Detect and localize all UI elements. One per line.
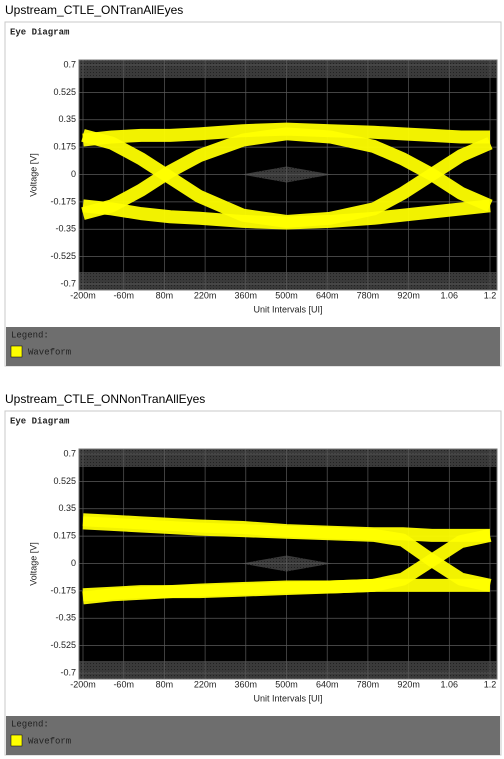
x-tick-label: 920m	[397, 290, 420, 300]
x-tick-label: 80m	[156, 679, 174, 689]
y-tick-label: -0.175	[50, 585, 76, 595]
caption: Upstream_CTLE_ONNonTranAllEyes	[5, 392, 205, 406]
x-tick-label: -200m	[70, 679, 96, 689]
waveform-trace	[82, 199, 491, 230]
y-tick-label: -0.35	[55, 224, 76, 234]
x-tick-label: 1.06	[441, 290, 459, 300]
y-tick-label: -0.175	[50, 196, 76, 206]
x-tick-label: 80m	[156, 290, 174, 300]
y-tick-label: 0	[71, 169, 76, 179]
x-tick-label: -200m	[70, 290, 96, 300]
y-tick-label: 0.175	[53, 142, 76, 152]
waveform-trace	[82, 122, 490, 147]
y-axis-label: Voltage [V]	[28, 153, 38, 197]
caption: Upstream_CTLE_ONTranAllEyes	[5, 3, 183, 17]
y-tick-label: 0.35	[58, 503, 76, 513]
y-tick-label: 0.525	[53, 87, 76, 97]
y-tick-label: 0.35	[58, 114, 76, 124]
x-tick-label: 500m	[275, 290, 298, 300]
y-tick-label: 0.7	[63, 59, 76, 69]
x-tick-label: 360m	[235, 679, 258, 689]
y-tick-label: 0.175	[53, 531, 76, 541]
chart-title: Eye Diagram	[10, 27, 70, 37]
y-tick-label: -0.35	[55, 613, 76, 623]
legend-swatch	[10, 734, 23, 747]
plot-frame	[78, 448, 498, 680]
x-tick-label: 1.2	[484, 290, 497, 300]
legend-title: Legend:	[11, 719, 49, 729]
legend-swatch	[10, 345, 23, 358]
x-tick-label: 640m	[316, 679, 339, 689]
x-tick-label: -60m	[113, 290, 134, 300]
y-tick-label: -0.525	[50, 640, 76, 650]
y-tick-label: -0.7	[60, 278, 76, 288]
legend-label: Waveform	[28, 736, 71, 746]
legend-title: Legend:	[11, 330, 49, 340]
mask-bottom	[79, 661, 497, 679]
y-axis-label: Voltage [V]	[28, 542, 38, 586]
legend-label: Waveform	[28, 347, 71, 357]
chart-title: Eye Diagram	[10, 416, 70, 426]
y-tick-label: 0.7	[63, 448, 76, 458]
x-tick-label: 640m	[316, 290, 339, 300]
x-tick-label: 780m	[357, 290, 380, 300]
legend-bar	[6, 716, 500, 755]
legend-bar	[6, 327, 500, 366]
x-tick-label: -60m	[113, 679, 134, 689]
x-tick-label: 780m	[357, 679, 380, 689]
x-axis-label: Unit Intervals [UI]	[253, 693, 322, 703]
y-tick-label: 0	[71, 558, 76, 568]
x-tick-label: 500m	[275, 679, 298, 689]
mask-top	[79, 449, 497, 467]
mask-bottom	[79, 272, 497, 290]
y-tick-label: -0.525	[50, 251, 76, 261]
x-tick-label: 360m	[235, 290, 258, 300]
x-tick-label: 220m	[194, 290, 217, 300]
x-tick-label: 1.2	[484, 679, 497, 689]
plot-frame	[78, 59, 498, 291]
mask-top	[79, 60, 497, 78]
y-tick-label: -0.7	[60, 667, 76, 677]
x-tick-label: 920m	[397, 679, 420, 689]
y-tick-label: 0.525	[53, 476, 76, 486]
x-axis-label: Unit Intervals [UI]	[253, 304, 322, 314]
x-tick-label: 1.06	[441, 679, 459, 689]
waveform-trace	[82, 528, 492, 602]
x-tick-label: 220m	[194, 679, 217, 689]
